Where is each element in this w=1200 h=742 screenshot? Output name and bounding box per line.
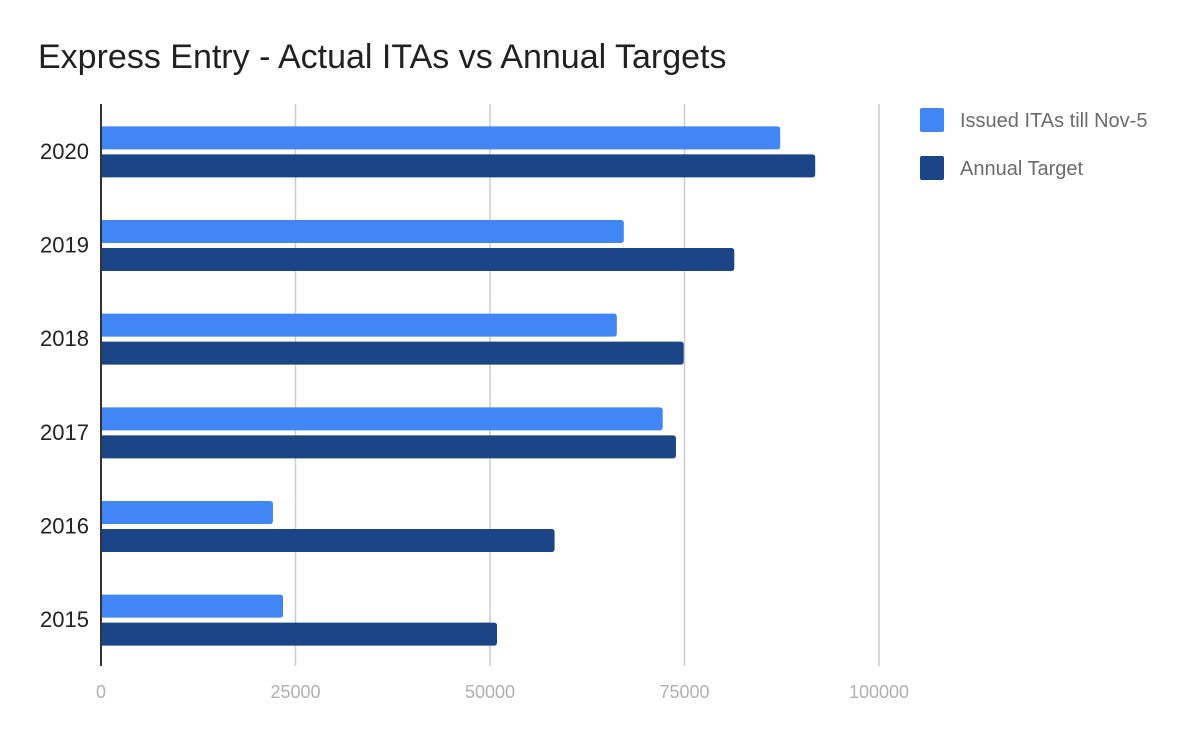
x-tick-label: 25000 [270,682,320,702]
bar-issued-itas [101,407,663,431]
bar-annual-target [101,248,735,271]
bar-issued-itas [101,313,617,337]
legend-label: Annual Target [960,158,1084,180]
bar-annual-target [101,529,555,552]
category-label: 2015 [40,607,89,632]
category-label: 2016 [40,514,89,539]
bar-annual-target [101,341,684,365]
legend-swatch [920,108,944,132]
bar-issued-itas [101,501,273,524]
legend-label: Issued ITAs till Nov-5 [960,110,1147,132]
bar-annual-target [101,154,816,178]
bar-issued-itas [101,126,781,150]
x-tick-label: 0 [96,682,106,702]
x-tick-label: 75000 [659,682,709,702]
category-label: 2020 [40,139,89,164]
x-tick-label: 100000 [849,682,909,702]
category-label: 2019 [40,233,89,258]
bar-annual-target [101,435,676,459]
bar-annual-target [101,622,498,646]
bar-issued-itas [101,594,284,618]
chart-title: Express Entry - Actual ITAs vs Annual Ta… [38,38,727,76]
bar-issued-itas [101,220,624,243]
legend-swatch [920,156,944,180]
category-label: 2018 [40,326,89,351]
x-tick-label: 50000 [465,682,515,702]
category-label: 2017 [40,420,89,445]
